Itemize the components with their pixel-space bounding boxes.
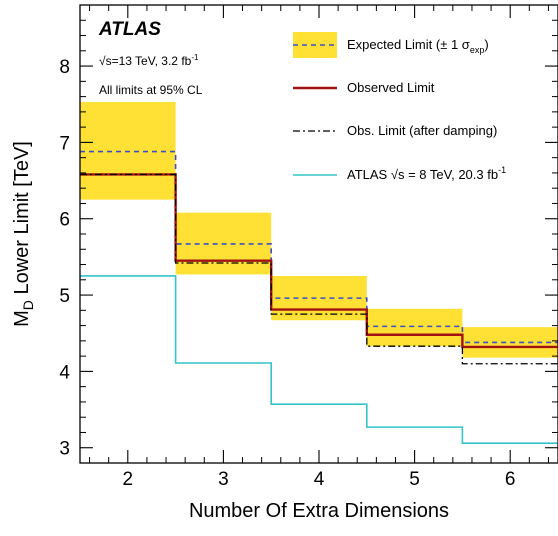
series-line-2 xyxy=(80,173,558,365)
legend-expected-end: ) xyxy=(484,37,488,52)
band-bin-5 xyxy=(366,308,463,347)
legend-label-atlas8: ATLAS √s = 8 TeV, 20.3 fb-1 xyxy=(347,165,506,182)
y-tick-label-4: 4 xyxy=(59,362,70,383)
legend-atlas8-main: ATLAS √s = 8 TeV, 20.3 fb xyxy=(347,167,498,182)
cl-note: All limits at 95% CL xyxy=(99,83,203,97)
legend-atlas8-sup: -1 xyxy=(498,165,506,175)
x-tick-label-6: 6 xyxy=(505,469,516,490)
legend-label-damping: Obs. Limit (after damping) xyxy=(347,123,497,138)
energy-lumi-label: √s=13 TeV, 3.2 fb-1 xyxy=(99,53,199,68)
energy-lumi-sup: -1 xyxy=(191,53,199,62)
experiment-label: ATLAS xyxy=(98,19,161,40)
energy-lumi-text: √s=13 TeV, 3.2 fb xyxy=(99,54,192,68)
x-tick-label-2: 2 xyxy=(123,469,134,490)
legend-expected-main: Expected Limit (± 1 σ xyxy=(347,37,470,52)
x-tick-label-3: 3 xyxy=(218,469,229,490)
y-axis-label-sub: D xyxy=(20,300,36,310)
y-axis-label-rest: Lower Limit [TeV] xyxy=(11,141,33,300)
x-tick-label-5: 5 xyxy=(409,469,420,490)
y-tick-label-3: 3 xyxy=(59,439,70,460)
legend-label-expected: Expected Limit (± 1 σexp) xyxy=(347,37,489,55)
y-tick-label-5: 5 xyxy=(59,286,70,307)
legend-label-observed: Observed Limit xyxy=(347,80,435,95)
expected-limit-band xyxy=(80,101,558,358)
y-tick-label-7: 7 xyxy=(59,133,70,154)
plot-frame xyxy=(79,4,558,464)
series-line-3 xyxy=(80,275,558,444)
y-axis-label-main: M xyxy=(11,310,33,327)
y-tick-label-6: 6 xyxy=(59,210,70,231)
legend-expected-sub: exp xyxy=(470,45,485,55)
series-line-1 xyxy=(80,173,558,349)
limit-lines xyxy=(80,150,558,444)
axis-tick-labels: 2 3 4 5 6 3 4 5 6 7 8 xyxy=(59,57,515,490)
y-tick-label-8: 8 xyxy=(59,57,70,78)
x-axis-label: Number Of Extra Dimensions xyxy=(189,500,449,522)
x-tick-label-4: 4 xyxy=(314,469,325,490)
y-axis-label: MD Lower Limit [TeV] xyxy=(11,141,36,327)
legend: Expected Limit (± 1 σexp) Observed Limit… xyxy=(293,32,506,182)
axis-ticks xyxy=(80,5,558,464)
